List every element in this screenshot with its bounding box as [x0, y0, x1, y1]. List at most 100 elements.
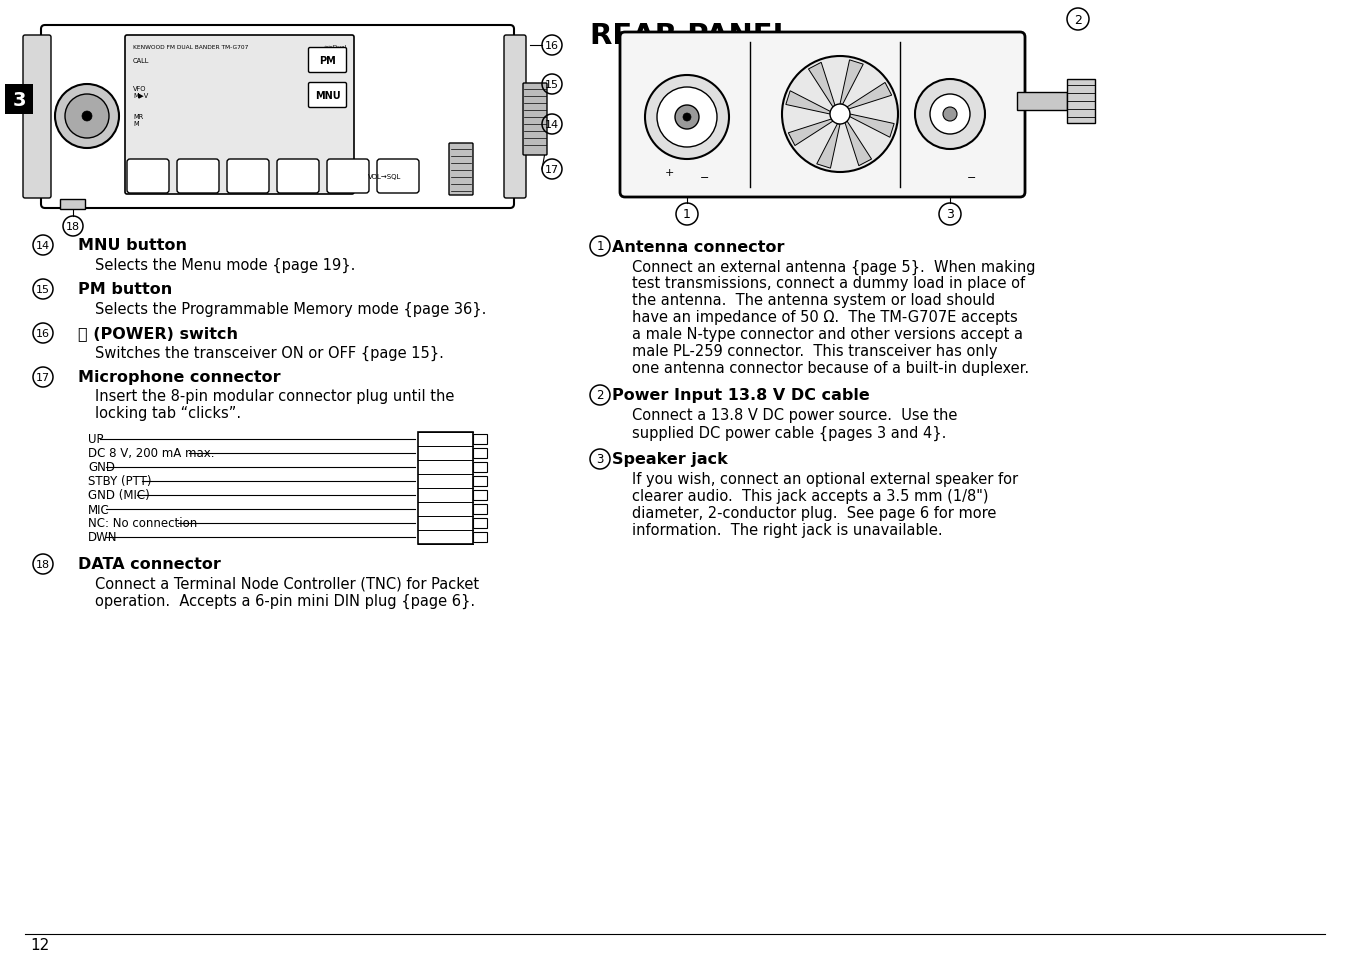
Text: have an impedance of 50 Ω.  The TM-G707E accepts: have an impedance of 50 Ω. The TM-G707E …: [631, 310, 1018, 325]
Bar: [59, 200, 85, 210]
Text: DATA connector: DATA connector: [78, 557, 220, 572]
Text: Connect a 13.8 V DC power source.  Use the: Connect a 13.8 V DC power source. Use th…: [631, 408, 957, 423]
Text: 15: 15: [545, 80, 558, 90]
Text: male PL-259 connector.  This transceiver has only: male PL-259 connector. This transceiver …: [631, 344, 998, 359]
Text: −: −: [967, 172, 976, 183]
Text: a male N-type connector and other versions accept a: a male N-type connector and other versio…: [631, 327, 1023, 342]
Text: operation.  Accepts a 6-pin mini DIN plug {page 6}.: operation. Accepts a 6-pin mini DIN plug…: [95, 593, 475, 608]
Bar: [473, 449, 487, 458]
Polygon shape: [849, 115, 894, 138]
Text: 1: 1: [596, 240, 604, 253]
Text: 16: 16: [37, 329, 50, 338]
Text: 14: 14: [37, 241, 50, 251]
Text: DC 8 V, 200 mA max.: DC 8 V, 200 mA max.: [88, 447, 215, 460]
Text: 2: 2: [1073, 13, 1082, 27]
FancyBboxPatch shape: [308, 49, 346, 73]
Bar: [1017, 92, 1067, 111]
Circle shape: [942, 108, 957, 122]
Text: DWN: DWN: [88, 531, 118, 544]
Text: information.  The right jack is unavailable.: information. The right jack is unavailab…: [631, 523, 942, 537]
Text: Switches the transceiver ON or OFF {page 15}.: Switches the transceiver ON or OFF {page…: [95, 345, 443, 360]
FancyBboxPatch shape: [523, 84, 548, 156]
Text: 16: 16: [545, 41, 558, 51]
Text: Speaker jack: Speaker jack: [612, 452, 727, 467]
Circle shape: [683, 113, 691, 122]
Text: 18: 18: [66, 222, 80, 232]
Text: MIC: MIC: [88, 503, 110, 516]
Circle shape: [675, 106, 699, 130]
Text: KENWOOD FM DUAL BANDER TM-G707: KENWOOD FM DUAL BANDER TM-G707: [132, 45, 249, 50]
Text: VOL→SQL: VOL→SQL: [368, 173, 402, 180]
Circle shape: [781, 57, 898, 172]
Text: one antenna connector because of a built-in duplexer.: one antenna connector because of a built…: [631, 361, 1029, 376]
Text: 3: 3: [12, 91, 26, 110]
FancyBboxPatch shape: [227, 160, 269, 193]
Bar: [473, 491, 487, 500]
FancyBboxPatch shape: [124, 36, 354, 194]
FancyBboxPatch shape: [377, 160, 419, 193]
Text: 12: 12: [30, 938, 49, 952]
FancyBboxPatch shape: [127, 160, 169, 193]
Text: 2: 2: [596, 389, 604, 402]
Bar: [473, 518, 487, 529]
Text: 1: 1: [683, 209, 691, 221]
Text: CALL: CALL: [132, 58, 149, 64]
FancyBboxPatch shape: [621, 33, 1025, 198]
Polygon shape: [808, 63, 836, 108]
Text: locking tab “clicks”.: locking tab “clicks”.: [95, 406, 241, 421]
Text: If you wish, connect an optional external speaker for: If you wish, connect an optional externa…: [631, 472, 1018, 487]
Text: Microphone connector: Microphone connector: [78, 370, 281, 385]
Polygon shape: [786, 91, 830, 115]
Bar: [473, 533, 487, 542]
Bar: [473, 476, 487, 486]
Circle shape: [82, 112, 92, 122]
Polygon shape: [840, 61, 863, 105]
Text: PM button: PM button: [78, 282, 172, 297]
Text: Selects the Menu mode {page 19}.: Selects the Menu mode {page 19}.: [95, 257, 356, 273]
Text: VFO
M▶V: VFO M▶V: [132, 86, 149, 98]
Text: 18: 18: [37, 559, 50, 569]
Text: 15: 15: [37, 285, 50, 294]
Text: diameter, 2-conductor plug.  See page 6 for more: diameter, 2-conductor plug. See page 6 f…: [631, 506, 996, 521]
Text: PM: PM: [319, 56, 335, 66]
Circle shape: [915, 80, 986, 150]
Text: Power Input 13.8 V DC cable: Power Input 13.8 V DC cable: [612, 388, 869, 403]
Polygon shape: [788, 120, 833, 147]
Polygon shape: [845, 122, 872, 167]
Bar: [418, 433, 473, 544]
Text: ⏻ (POWER) switch: ⏻ (POWER) switch: [78, 326, 238, 341]
Bar: [5, 85, 32, 115]
Bar: [473, 435, 487, 444]
Text: Antenna connector: Antenna connector: [612, 239, 784, 254]
Bar: [1067, 80, 1095, 124]
Text: the antenna.  The antenna system or load should: the antenna. The antenna system or load …: [631, 294, 995, 308]
Text: GND (MIC): GND (MIC): [88, 489, 150, 502]
Circle shape: [55, 85, 119, 149]
FancyBboxPatch shape: [177, 160, 219, 193]
FancyBboxPatch shape: [449, 144, 473, 195]
Text: supplied DC power cable {pages 3 and 4}.: supplied DC power cable {pages 3 and 4}.: [631, 425, 946, 440]
Circle shape: [930, 95, 969, 135]
Bar: [473, 462, 487, 473]
Text: GND: GND: [88, 461, 115, 474]
Text: MNU button: MNU button: [78, 238, 187, 253]
Text: clearer audio.  This jack accepts a 3.5 mm (1/8"): clearer audio. This jack accepts a 3.5 m…: [631, 489, 988, 504]
Bar: [473, 504, 487, 515]
Text: 17: 17: [545, 165, 560, 174]
Text: MNU: MNU: [315, 91, 341, 101]
Text: UP: UP: [88, 433, 104, 446]
FancyBboxPatch shape: [41, 26, 514, 209]
Text: Selects the Programmable Memory mode {page 36}.: Selects the Programmable Memory mode {pa…: [95, 301, 487, 316]
Text: test transmissions, connect a dummy load in place of: test transmissions, connect a dummy load…: [631, 276, 1025, 292]
Text: Connect an external antenna {page 5}.  When making: Connect an external antenna {page 5}. Wh…: [631, 259, 1036, 274]
FancyBboxPatch shape: [504, 36, 526, 199]
Text: +: +: [664, 168, 673, 178]
FancyBboxPatch shape: [308, 84, 346, 109]
Text: NC: No connection: NC: No connection: [88, 517, 197, 530]
Text: 14: 14: [545, 120, 560, 130]
Circle shape: [830, 105, 850, 125]
Text: −: −: [700, 172, 710, 183]
Text: Connect a Terminal Node Controller (TNC) for Packet: Connect a Terminal Node Controller (TNC)…: [95, 576, 479, 591]
Text: ≈≈Dual: ≈≈Dual: [323, 45, 347, 50]
Polygon shape: [848, 83, 892, 110]
